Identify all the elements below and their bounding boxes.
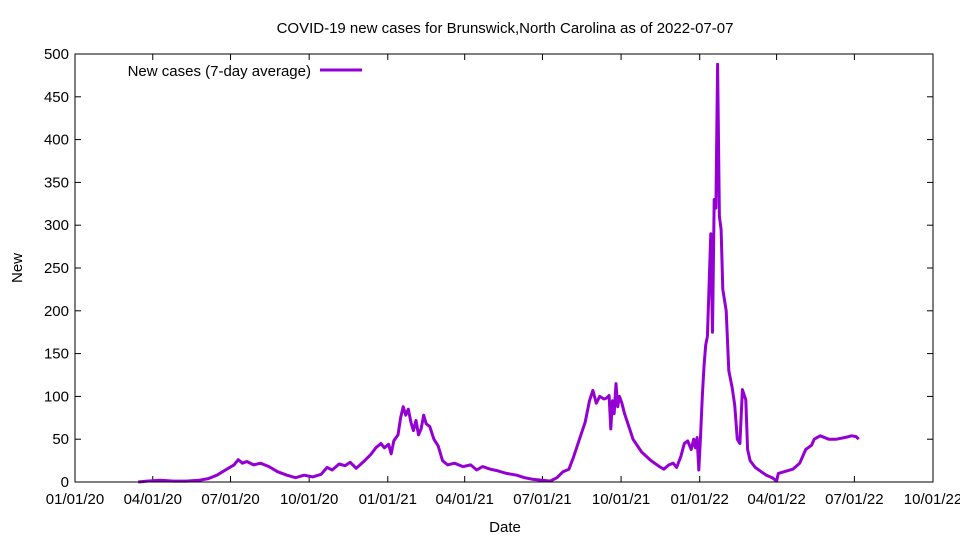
y-axis-ticks: 0 50 100 150 200 250 300 350 400 450 500: [44, 46, 933, 491]
x-tick-label-10: 07/01/22: [825, 491, 883, 508]
y-axis-label: New: [9, 253, 26, 283]
x-tick-label-8: 01/01/22: [671, 491, 729, 508]
y-tick-label-7: 350: [44, 174, 69, 191]
x-tick-label-9: 04/01/22: [747, 491, 805, 508]
x-axis-label: Date: [489, 519, 521, 536]
y-tick-label-10: 500: [44, 46, 69, 63]
y-tick-label-0: 0: [61, 474, 69, 491]
y-tick-label-4: 200: [44, 303, 69, 320]
y-tick-label-1: 50: [52, 431, 69, 448]
x-tick-label-1: 04/01/20: [124, 491, 182, 508]
x-tick-label-3: 10/01/20: [280, 491, 338, 508]
y-tick-label-2: 100: [44, 388, 69, 405]
y-tick-label-8: 400: [44, 132, 69, 149]
x-tick-label-5: 04/01/21: [435, 491, 493, 508]
x-tick-label-0: 01/01/20: [46, 491, 104, 508]
plot-area: [138, 62, 860, 484]
x-tick-label-4: 01/01/21: [359, 491, 417, 508]
y-tick-label-9: 450: [44, 89, 69, 106]
legend: New cases (7-day average): [128, 63, 362, 80]
x-tick-label-11: 10/01/22: [904, 491, 960, 508]
series-line-0: [138, 62, 860, 484]
x-tick-label-7: 10/01/21: [592, 491, 650, 508]
x-tick-label-2: 07/01/20: [201, 491, 259, 508]
chart-title: COVID-19 new cases for Brunswick,North C…: [277, 20, 734, 37]
plot-frame: [74, 53, 934, 483]
y-tick-label-5: 250: [44, 260, 69, 277]
y-tick-label-6: 300: [44, 217, 69, 234]
legend-entry-label: New cases (7-day average): [128, 63, 311, 80]
y-tick-label-3: 150: [44, 346, 69, 363]
x-tick-label-6: 07/01/21: [513, 491, 571, 508]
x-axis-ticks: 01/01/20 04/01/20 07/01/20 10/01/20 01/01/21…: [46, 54, 960, 508]
